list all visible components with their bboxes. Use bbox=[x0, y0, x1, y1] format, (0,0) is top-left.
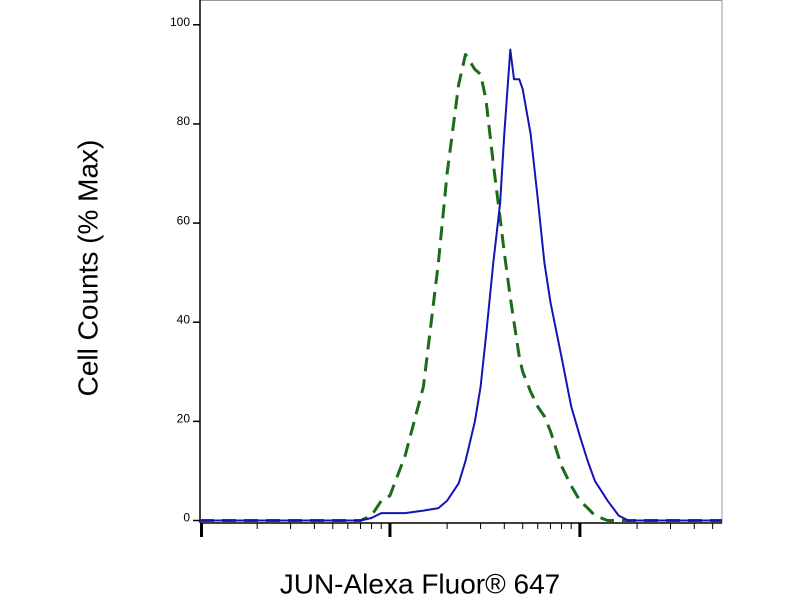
series-line bbox=[200, 53, 722, 522]
y-axis-label: Cell Counts (% Max) bbox=[72, 140, 103, 397]
y-tick-label: 20 bbox=[177, 412, 191, 426]
y-tick-label: 100 bbox=[170, 15, 190, 29]
y-tick-label: 0 bbox=[183, 511, 190, 525]
x-axis-label: JUN-Alexa Fluor® 647 bbox=[280, 568, 561, 599]
y-tick-label: 60 bbox=[177, 213, 191, 227]
series-line bbox=[200, 48, 722, 522]
y-tick-label: 40 bbox=[177, 312, 191, 326]
y-tick-label: 80 bbox=[177, 114, 191, 128]
